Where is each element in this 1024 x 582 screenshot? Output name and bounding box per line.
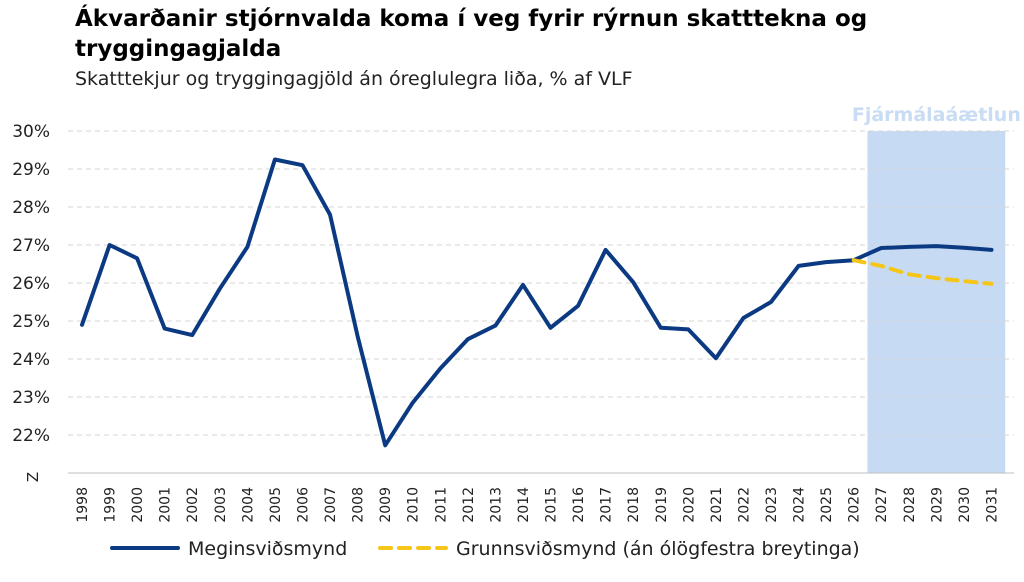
x-tick-label: 2031 <box>984 487 1000 523</box>
x-tick-label: 2012 <box>461 487 477 523</box>
y-tick-label: 27% <box>12 236 50 256</box>
x-tick-label: 2010 <box>406 487 422 523</box>
x-tick-label: 2017 <box>599 487 615 523</box>
x-tick-label: 2013 <box>488 487 504 523</box>
chart-subtitle: Skatttekjur og tryggingagjöld án óreglul… <box>75 68 633 90</box>
y-tick-label: 25% <box>12 312 50 332</box>
series-lines <box>80 157 994 448</box>
x-tick-label: 2004 <box>240 487 256 523</box>
y-axis-ticks: 22% 23% 24% 25% 26% 27% 28% 29% 30% Z <box>12 122 50 482</box>
forecast-band-label: Fjármálaáætlun <box>852 104 1021 126</box>
x-tick-label: 2001 <box>158 487 174 523</box>
x-tick-label: 2003 <box>213 487 229 523</box>
y-tick-label: 26% <box>12 274 50 294</box>
x-tick-label: 2009 <box>378 487 394 523</box>
x-tick-label: 2026 <box>847 487 863 523</box>
y-tick-label: 23% <box>12 388 50 408</box>
legend: Meginsviðsmynd Grunnsviðsmynd (án ólögfes… <box>110 538 860 560</box>
x-tick-label: 2027 <box>874 487 890 523</box>
forecast-band <box>867 131 1006 473</box>
x-axis-ticks: 1998 1999 2000 2001 2002 2003 2004 2005 2006 2007… <box>75 487 1000 523</box>
x-tick-label: 2005 <box>268 487 284 523</box>
legend-label-1: Meginsviðsmynd <box>188 538 347 560</box>
legend-label-2: Grunnsviðsmynd (án ólögfestra breytinga) <box>456 538 860 560</box>
x-tick-label: 2016 <box>571 487 587 523</box>
x-tick-label: 2018 <box>626 487 642 523</box>
x-tick-label: 2007 <box>323 487 339 523</box>
gridlines <box>68 130 1014 474</box>
x-tick-label: 2021 <box>709 487 725 523</box>
x-tick-label: 1998 <box>75 487 91 523</box>
x-tick-label: 2028 <box>902 487 918 523</box>
y-tick-label: 30% <box>12 122 50 142</box>
x-tick-label: 2019 <box>654 487 670 523</box>
x-tick-label: 2025 <box>819 487 835 523</box>
x-tick-label: 2008 <box>351 487 367 523</box>
y-tick-label: 28% <box>12 198 50 218</box>
x-tick-label: 2020 <box>681 487 697 523</box>
x-tick-label: 1999 <box>103 487 119 523</box>
x-tick-label: 2006 <box>295 487 311 523</box>
x-tick-label: 2002 <box>185 487 201 523</box>
y-tick-label: 29% <box>12 160 50 180</box>
x-tick-label: 2000 <box>130 487 146 523</box>
series-line-2 <box>851 258 994 286</box>
x-tick-label: 2014 <box>516 487 532 523</box>
x-tick-label: 2011 <box>433 487 449 523</box>
y-tick-label: 22% <box>12 426 50 446</box>
axis-break-mark: Z <box>24 472 42 482</box>
series-line-1 <box>80 157 994 448</box>
x-tick-label: 2029 <box>929 487 945 523</box>
forecast-band-layer: Fjármálaáætlun <box>852 104 1021 473</box>
y-tick-label: 24% <box>12 350 50 370</box>
x-tick-label: 2023 <box>764 487 780 523</box>
x-tick-label: 2022 <box>736 487 752 523</box>
x-tick-label: 2030 <box>957 487 973 523</box>
x-tick-label: 2024 <box>792 487 808 523</box>
x-tick-label: 2015 <box>544 487 560 523</box>
chart-title: Ákvarðanir stjórnvalda koma í veg fyrir … <box>75 6 868 62</box>
